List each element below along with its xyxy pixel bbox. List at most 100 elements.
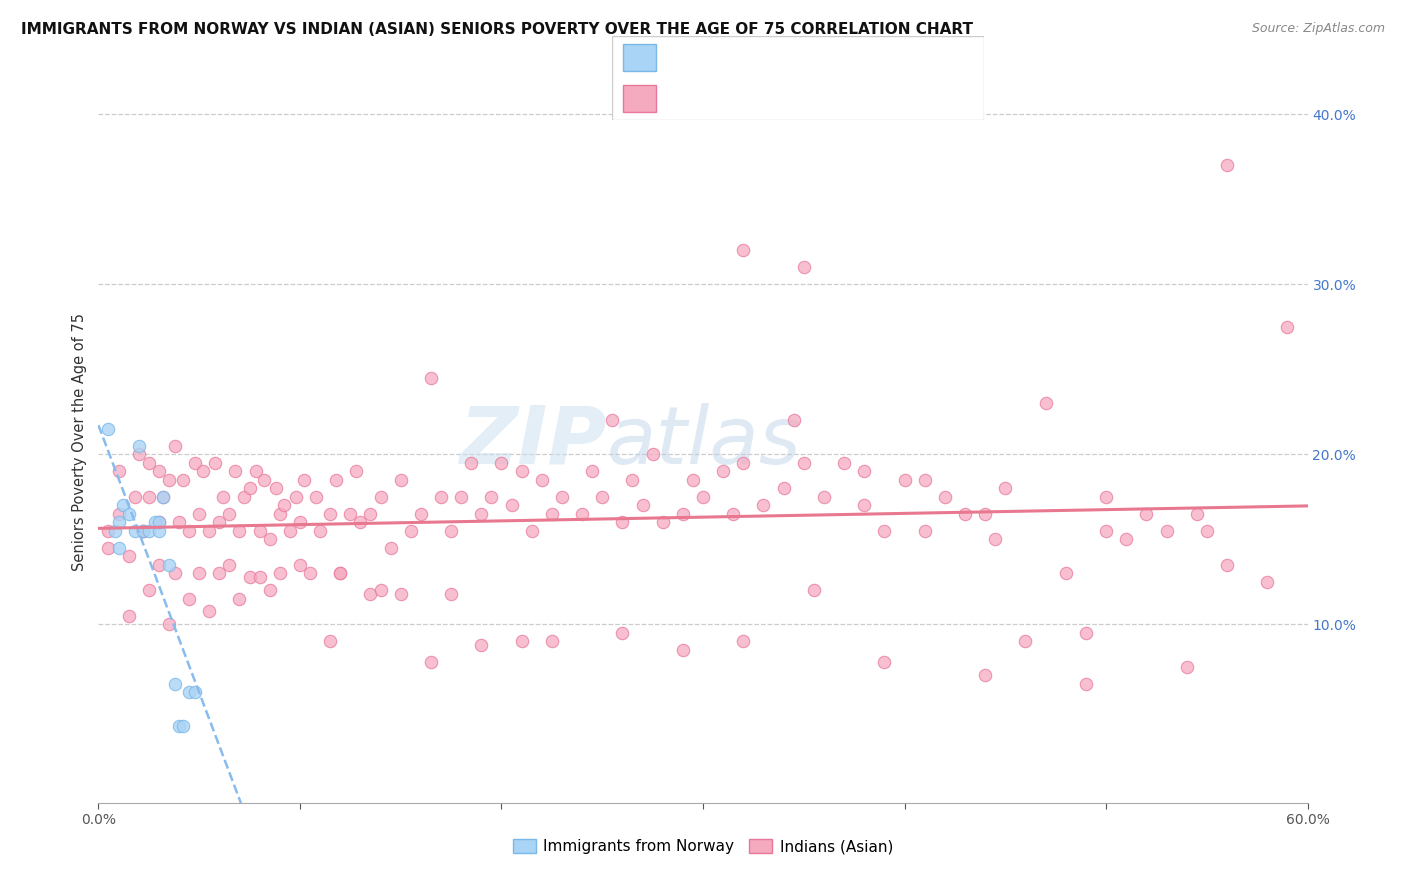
Point (269, 507, 291, 521)
Point (389, 473, 412, 487)
Point (188, 507, 211, 521)
Point (152, 490, 174, 504)
Y-axis label: Seniors Poverty Over the Age of 75: Seniors Poverty Over the Age of 75 (72, 312, 87, 571)
Point (305, 490, 328, 504)
Point (772, 481, 794, 495)
Point (212, 490, 235, 504)
Point (420, 371, 443, 385)
Point (389, 587, 412, 601)
Point (118, 549, 141, 564)
Point (1014, 634, 1036, 648)
Point (284, 490, 307, 504)
Point (309, 524, 332, 538)
Point (264, 481, 287, 495)
Point (430, 490, 453, 504)
Point (540, 634, 562, 648)
Text: N =: N = (835, 50, 869, 65)
Point (198, 604, 221, 618)
Point (103, 524, 125, 538)
Point (612, 516, 634, 530)
Point (752, 498, 775, 512)
Point (148, 464, 170, 478)
Point (873, 655, 896, 669)
Point (278, 524, 301, 538)
Point (501, 498, 523, 512)
Text: atlas: atlas (606, 402, 801, 481)
Point (208, 566, 231, 581)
Point (138, 524, 160, 538)
Point (167, 516, 190, 530)
Point (179, 591, 201, 606)
Point (1277, 319, 1299, 334)
Point (591, 490, 613, 504)
Point (733, 244, 755, 258)
Point (813, 490, 835, 504)
Point (107, 541, 129, 555)
Point (1115, 533, 1137, 547)
Point (682, 473, 704, 487)
Point (733, 634, 755, 648)
Point (420, 655, 443, 669)
Point (631, 498, 654, 512)
Point (370, 583, 392, 598)
Legend: Immigrants from Norway, Indians (Asian): Immigrants from Norway, Indians (Asian) (506, 833, 900, 860)
Point (953, 507, 976, 521)
Point (299, 566, 322, 581)
Point (118, 608, 141, 623)
Point (602, 413, 624, 427)
Point (329, 566, 352, 581)
Point (692, 490, 714, 504)
Point (974, 507, 997, 521)
Text: IMMIGRANTS FROM NORWAY VS INDIAN (ASIAN) SENIORS POVERTY OVER THE AGE OF 75 CORR: IMMIGRANTS FROM NORWAY VS INDIAN (ASIAN)… (21, 22, 973, 37)
Point (621, 473, 644, 487)
Point (232, 490, 254, 504)
Point (292, 473, 315, 487)
Point (380, 541, 402, 555)
Point (97, 524, 120, 538)
Text: 0.347: 0.347 (728, 89, 782, 107)
Point (132, 524, 155, 538)
Point (1095, 490, 1118, 504)
Point (651, 516, 673, 530)
Point (148, 516, 170, 530)
Point (218, 558, 240, 572)
FancyBboxPatch shape (623, 85, 657, 112)
Point (853, 464, 876, 478)
Point (172, 473, 194, 487)
Text: R =: R = (669, 50, 703, 65)
Point (914, 524, 936, 538)
Point (1175, 660, 1198, 674)
Point (193, 464, 215, 478)
Point (319, 507, 342, 521)
Point (107, 516, 129, 530)
Point (1035, 396, 1057, 410)
Point (138, 490, 160, 504)
Point (132, 524, 155, 538)
Text: 107: 107 (891, 89, 925, 107)
Point (128, 447, 150, 461)
Point (370, 490, 392, 504)
FancyBboxPatch shape (612, 36, 984, 120)
Point (803, 583, 825, 598)
Point (157, 617, 180, 632)
Point (97, 422, 120, 436)
Point (510, 464, 533, 478)
Point (97, 541, 120, 555)
Point (157, 558, 180, 572)
Point (530, 473, 553, 487)
Point (253, 473, 276, 487)
Point (148, 558, 170, 572)
FancyBboxPatch shape (623, 45, 657, 71)
Point (974, 668, 997, 682)
Point (218, 507, 240, 521)
Point (1256, 574, 1278, 589)
Point (239, 570, 262, 584)
Point (934, 490, 956, 504)
Point (1195, 524, 1218, 538)
Point (111, 498, 134, 512)
Point (138, 583, 160, 598)
Point (360, 507, 382, 521)
Point (239, 481, 262, 495)
Point (440, 587, 463, 601)
Point (228, 524, 250, 538)
